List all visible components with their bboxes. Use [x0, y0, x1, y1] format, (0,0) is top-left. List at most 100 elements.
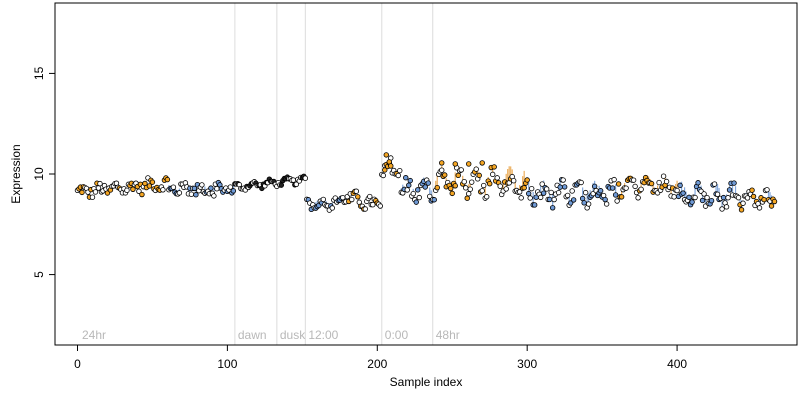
data-point — [735, 195, 742, 201]
data-point — [476, 172, 482, 179]
data-point — [692, 194, 698, 201]
data-point — [756, 205, 763, 211]
data-point — [79, 189, 85, 196]
annotation-label: 0:00 — [385, 328, 409, 342]
data-point — [597, 188, 604, 194]
data-point — [329, 205, 336, 211]
data-point — [449, 190, 455, 197]
data-point — [431, 197, 437, 203]
data-point — [481, 182, 487, 189]
data-point — [761, 196, 767, 203]
data-point — [490, 171, 496, 178]
data-point — [458, 167, 464, 173]
data-point — [578, 179, 584, 186]
data-point — [618, 194, 625, 200]
data-point — [290, 177, 297, 183]
data-point — [164, 176, 171, 183]
data-point — [771, 198, 778, 205]
data-point — [638, 186, 644, 193]
data-point-highlight — [479, 160, 485, 166]
annotation-label: dawn — [238, 328, 267, 342]
data-point — [528, 185, 535, 192]
data-point — [564, 192, 571, 199]
data-point — [548, 189, 554, 196]
data-point — [416, 194, 422, 201]
data-point — [473, 166, 479, 172]
data-point — [448, 185, 454, 192]
data-point — [302, 175, 309, 181]
data-point — [726, 187, 733, 193]
data-point — [404, 187, 410, 193]
x-axis: 0 100 200 300 400 — [74, 345, 687, 371]
data-point — [130, 186, 136, 192]
data-point — [531, 202, 538, 208]
data-point — [463, 185, 469, 191]
data-point — [720, 194, 727, 201]
data-point — [452, 183, 458, 189]
data-point — [704, 194, 710, 201]
data-point — [671, 194, 677, 200]
data-point — [149, 179, 156, 185]
y-tick-label: 10 — [32, 167, 46, 181]
data-point — [680, 190, 686, 196]
data-point — [744, 195, 751, 201]
data-point — [193, 192, 199, 198]
data-point — [689, 199, 695, 205]
data-point — [124, 187, 130, 194]
data-point — [701, 191, 707, 197]
data-point — [686, 194, 692, 201]
data-point — [380, 172, 386, 179]
data-point — [725, 195, 731, 201]
data-point — [434, 184, 440, 191]
data-point — [549, 205, 556, 211]
x-tick-label: 400 — [667, 357, 687, 371]
data-point — [415, 187, 421, 193]
data-point — [699, 197, 706, 204]
data-point — [406, 182, 412, 188]
data-point — [353, 188, 359, 194]
data-point — [719, 206, 725, 212]
data-point — [484, 194, 490, 200]
data-point — [615, 181, 622, 187]
data-point — [422, 184, 428, 190]
vertical-lines-layer — [234, 3, 434, 345]
data-point — [377, 203, 383, 209]
data-point — [591, 183, 598, 189]
data-point — [139, 191, 145, 198]
data-point — [320, 196, 327, 203]
data-point — [208, 185, 214, 191]
x-tick-label: 100 — [217, 357, 237, 371]
data-point — [362, 206, 368, 212]
x-tick-label: 200 — [367, 357, 387, 371]
annotation-label: 48hr — [436, 328, 460, 342]
data-point — [660, 173, 667, 179]
data-point — [582, 189, 589, 196]
data-point — [750, 193, 757, 200]
data-point — [469, 179, 475, 185]
data-point — [479, 188, 485, 194]
data-point — [546, 196, 553, 203]
data-point — [527, 195, 533, 201]
data-point-highlight — [466, 161, 472, 167]
data-point — [516, 189, 523, 195]
data-point — [708, 197, 715, 204]
data-point — [663, 178, 670, 185]
data-point — [557, 184, 563, 190]
data-point — [630, 177, 637, 183]
data-point — [632, 183, 638, 190]
data-point — [410, 190, 416, 197]
data-point — [487, 180, 493, 187]
data-point — [413, 199, 419, 205]
data-point — [467, 186, 473, 192]
data-point — [439, 167, 445, 173]
data-point — [97, 180, 103, 187]
data-point — [623, 185, 629, 191]
data-point — [407, 177, 413, 184]
data-point — [89, 194, 96, 200]
data-point — [540, 190, 547, 196]
data-point — [603, 201, 610, 207]
data-point — [227, 184, 234, 190]
data-point — [537, 194, 544, 201]
data-point — [749, 187, 755, 193]
